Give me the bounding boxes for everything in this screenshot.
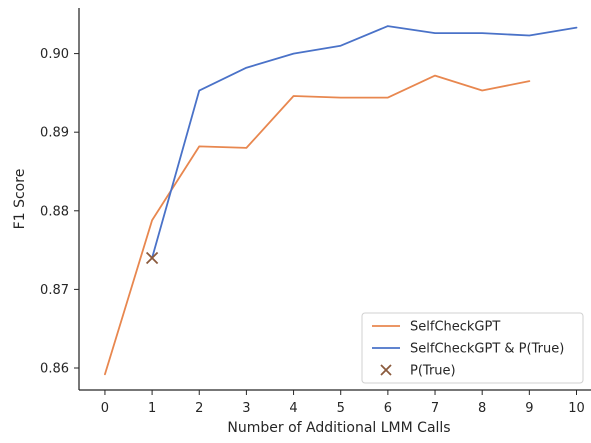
x-tick-label: 1 [148,401,156,416]
x-tick-label: 2 [195,401,203,416]
y-tick-label: 0.87 [40,283,69,298]
x-tick-labels: 0 1 2 3 4 5 6 7 8 9 10 [101,390,585,416]
x-tick-label: 3 [242,401,250,416]
legend-label: SelfCheckGPT & P(True) [410,342,564,357]
series-line-selfcheckgpt-p-true [152,26,576,258]
y-tick-label: 0.86 [40,361,69,376]
x-tick-label: 10 [568,401,585,416]
legend: SelfCheckGPT SelfCheckGPT & P(True) P(True… [362,313,583,383]
x-tick-label: 9 [525,401,533,416]
x-tick-label: 4 [289,401,297,416]
x-tick-label: 8 [478,401,486,416]
y-tick-label: 0.89 [40,126,69,141]
y-tick-label: 0.88 [40,204,69,219]
x-tick-label: 7 [431,401,439,416]
x-axis-title: Number of Additional LMM Calls [227,420,450,436]
y-tick-labels: 0.86 0.87 0.88 0.89 0.90 [40,47,79,376]
x-tick-label: 6 [384,401,392,416]
x-tick-label: 5 [337,401,345,416]
legend-label: P(True) [410,364,456,379]
y-axis-title: F1 Score [12,169,28,230]
y-tick-label: 0.90 [40,47,69,62]
x-tick-label: 0 [101,401,109,416]
marker-p-true [147,252,158,263]
legend-label: SelfCheckGPT [410,320,500,335]
